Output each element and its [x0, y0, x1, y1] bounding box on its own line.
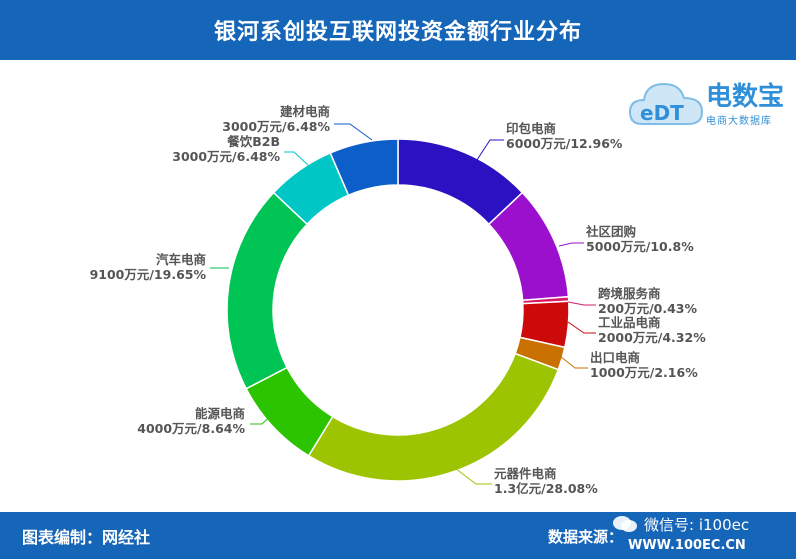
slice-category-label: 工业品电商 [598, 315, 661, 330]
slice-value-label: 5000万元/10.8% [586, 239, 694, 254]
leader-line-1 [472, 139, 504, 167]
footer-source-site: WWW.100EC.CN [628, 538, 746, 553]
slice-category-label: 能源电商 [195, 406, 245, 421]
slice-value-label: 1000万元/2.16% [590, 365, 698, 380]
leader-line-4 [567, 321, 596, 334]
slice-value-label: 3000万元/6.48% [222, 119, 330, 134]
logo-mark: eDT [640, 101, 684, 125]
footer-credit: 图表编制：网经社 [22, 528, 151, 547]
leader-line-5 [559, 355, 588, 369]
logo-subtitle: 电商大数据库 [706, 116, 772, 127]
wechat-watermark: 微信号: i100ec [612, 512, 792, 536]
wechat-icon [613, 516, 637, 532]
leader-line-3 [567, 301, 596, 306]
slice-value-label: 2000万元/4.32% [598, 330, 706, 345]
slice-value-label: 6000万元/12.96% [506, 136, 623, 151]
slice-category-label: 印包电商 [506, 121, 556, 136]
slice-value-label: 3000万元/6.48% [172, 149, 280, 164]
slice-value-label: 9100万元/19.65% [90, 267, 207, 282]
leader-line-6 [450, 464, 492, 485]
slice-category-label: 跨境服务商 [598, 286, 661, 301]
logo-name: 电数宝 [706, 82, 785, 112]
header-bar: 银河系创投互联网投资金额行业分布 [0, 0, 796, 60]
wechat-id: 微信号: i100ec [644, 515, 750, 534]
footer-source-label: 数据来源： [548, 528, 624, 546]
slice-6 [307, 352, 560, 482]
leader-line-10 [334, 123, 373, 141]
slice-category-label: 元器件电商 [494, 466, 557, 481]
chart-title: 银河系创投互联网投资金额行业分布 [213, 20, 582, 45]
slice-value-label: 200万元/0.43% [598, 301, 697, 316]
leader-line-9 [284, 151, 309, 166]
slice-8 [226, 191, 309, 390]
leader-line-2 [558, 242, 584, 247]
leader-line-7 [250, 407, 280, 425]
slice-category-label: 汽车电商 [156, 252, 206, 267]
slice-category-label: 社区团购 [585, 224, 636, 239]
slice-value-label: 4000万元/8.64% [137, 421, 245, 436]
logo: eDT 电数宝 电商大数据库 [628, 70, 793, 134]
slice-category-label: 餐饮B2B [226, 134, 280, 149]
slice-category-label: 出口电商 [590, 350, 640, 365]
slice-10 [329, 138, 399, 197]
slice-value-label: 1.3亿元/28.08% [494, 481, 598, 496]
slice-category-label: 建材电商 [280, 104, 330, 119]
footer-bar: 图表编制：网经社 数据来源： WWW.100EC.CN [0, 512, 796, 559]
donut-chart: 印包电商6000万元/12.96%社区团购5000万元/10.8%跨境服务商20… [90, 104, 707, 496]
cloud-logo-icon: eDT [628, 82, 704, 125]
